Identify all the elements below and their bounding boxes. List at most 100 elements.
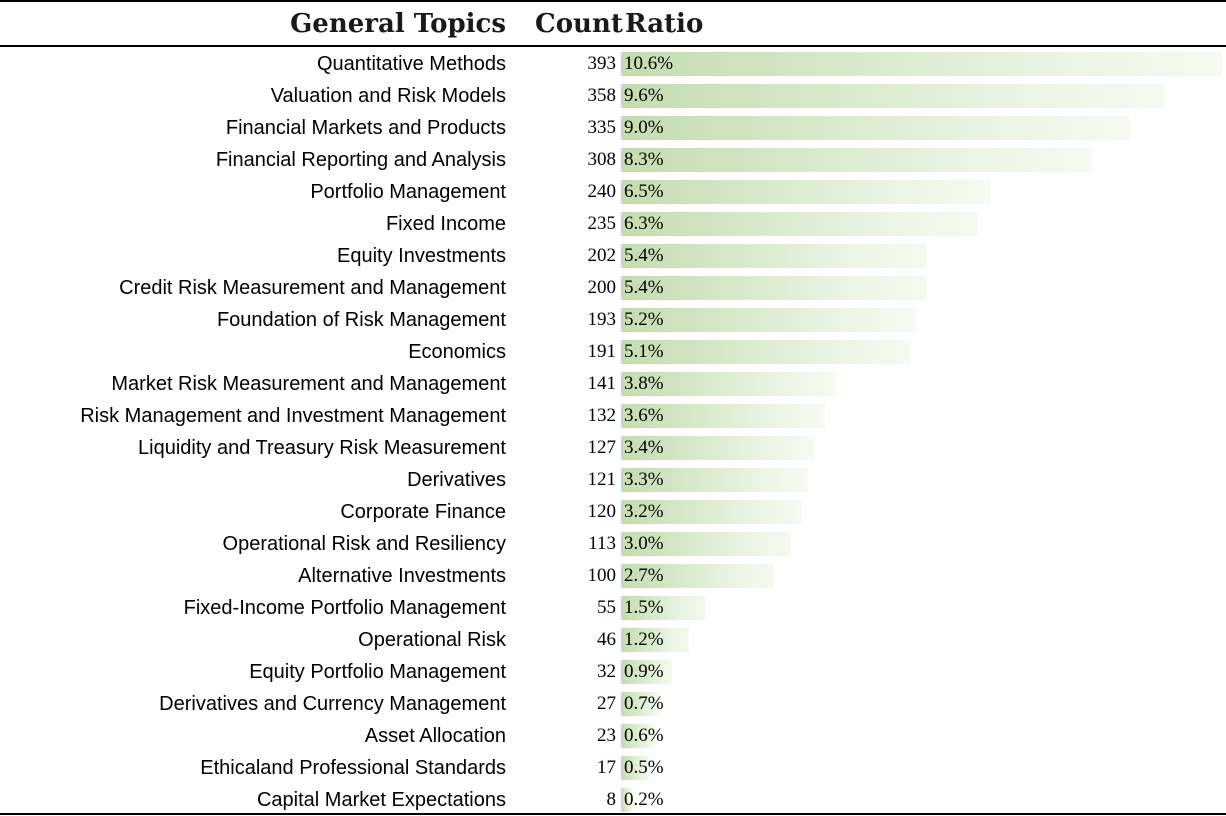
table-row: Market Risk Measurement and Management 14… bbox=[0, 368, 1226, 400]
ratio-value: 3.6% bbox=[624, 405, 664, 426]
count-value: 193 bbox=[587, 309, 617, 330]
ratio-value: 0.5% bbox=[624, 757, 664, 778]
count-value: 100 bbox=[587, 565, 617, 586]
top-rule bbox=[0, 0, 1226, 2]
table-row: Economics 191 5.1% bbox=[0, 336, 1226, 368]
topic-label: Derivatives bbox=[407, 469, 506, 491]
ratio-bar bbox=[621, 212, 978, 236]
ratio-value: 9.0% bbox=[624, 117, 664, 138]
ratio-bar bbox=[621, 180, 990, 204]
topic-label: Financial Markets and Products bbox=[225, 117, 506, 139]
table-row: Equity Portfolio Management 32 0.9% bbox=[0, 656, 1226, 688]
ratio-value: 3.8% bbox=[624, 373, 664, 394]
ratio-value: 8.3% bbox=[624, 149, 664, 170]
topic-label: Financial Reporting and Analysis bbox=[215, 149, 506, 171]
table-row: Ethicaland Professional Standards 17 0.5% bbox=[0, 752, 1226, 784]
ratio-bar bbox=[621, 116, 1131, 140]
table-row: Portfolio Management 240 6.5% bbox=[0, 176, 1226, 208]
ratio-bar bbox=[621, 84, 1165, 108]
ratio-bar bbox=[621, 500, 802, 524]
count-value: 191 bbox=[587, 341, 617, 362]
header-general-topics: General Topics bbox=[290, 9, 506, 39]
count-value: 23 bbox=[597, 725, 616, 746]
table-row: Fixed-Income Portfolio Management 55 1.5% bbox=[0, 592, 1226, 624]
ratio-value: 6.5% bbox=[624, 181, 664, 202]
ratio-bar bbox=[621, 372, 836, 396]
table-row: Asset Allocation 23 0.6% bbox=[0, 720, 1226, 752]
table-row: Credit Risk Measurement and Management 20… bbox=[0, 272, 1226, 304]
topic-label: Ethicaland Professional Standards bbox=[200, 757, 506, 779]
table-row: Financial Reporting and Analysis 308 8.3% bbox=[0, 144, 1226, 176]
topic-label: Operational Risk bbox=[358, 629, 506, 651]
ratio-bar bbox=[621, 436, 814, 460]
ratio-bar bbox=[621, 244, 927, 268]
table-row: Capital Market Expectations 8 0.2% bbox=[0, 784, 1226, 816]
ratio-value: 3.4% bbox=[624, 437, 664, 458]
topic-label: Risk Management and Investment Managemen… bbox=[80, 405, 506, 427]
ratio-value: 0.9% bbox=[624, 661, 664, 682]
count-value: 32 bbox=[597, 661, 616, 682]
ratio-value: 5.2% bbox=[624, 309, 664, 330]
ratio-bar bbox=[621, 532, 791, 556]
ratio-value: 9.6% bbox=[624, 85, 664, 106]
count-value: 240 bbox=[587, 181, 617, 202]
count-value: 127 bbox=[587, 437, 617, 458]
header-rule bbox=[0, 45, 1226, 47]
ratio-bar bbox=[621, 404, 825, 428]
topic-label: Asset Allocation bbox=[364, 725, 506, 747]
table-row: Alternative Investments 100 2.7% bbox=[0, 560, 1226, 592]
ratio-bar bbox=[621, 596, 706, 620]
table-row: Risk Management and Investment Managemen… bbox=[0, 400, 1226, 432]
ratio-bar bbox=[621, 660, 672, 684]
table-row: Operational Risk 46 1.2% bbox=[0, 624, 1226, 656]
topic-label: Derivatives and Currency Management bbox=[159, 693, 506, 715]
table-row: Fixed Income 235 6.3% bbox=[0, 208, 1226, 240]
table-row: Equity Investments 202 5.4% bbox=[0, 240, 1226, 272]
count-value: 8 bbox=[606, 789, 617, 810]
ratio-value: 5.4% bbox=[624, 245, 664, 266]
ratio-value: 6.3% bbox=[624, 213, 664, 234]
topic-label: Corporate Finance bbox=[340, 501, 506, 523]
count-value: 120 bbox=[587, 501, 617, 522]
count-value: 141 bbox=[587, 373, 617, 394]
count-value: 55 bbox=[597, 597, 616, 618]
ratio-value: 2.7% bbox=[624, 565, 664, 586]
ratio-bar bbox=[621, 276, 927, 300]
topic-label: Quantitative Methods bbox=[317, 53, 506, 75]
ratio-value: 0.2% bbox=[624, 789, 664, 810]
ratio-value: 0.6% bbox=[624, 725, 664, 746]
ratio-bar bbox=[621, 692, 661, 716]
ratio-value: 3.3% bbox=[624, 469, 664, 490]
ratio-value: 3.2% bbox=[624, 501, 664, 522]
count-value: 132 bbox=[587, 405, 617, 426]
topic-label: Capital Market Expectations bbox=[256, 789, 506, 811]
topic-label: Operational Risk and Resiliency bbox=[222, 533, 506, 555]
topic-label: Valuation and Risk Models bbox=[270, 85, 506, 107]
ratio-bar bbox=[621, 340, 910, 364]
count-value: 121 bbox=[587, 469, 617, 490]
ratio-value: 1.5% bbox=[624, 597, 664, 618]
count-value: 393 bbox=[587, 53, 617, 74]
table-row: Derivatives 121 3.3% bbox=[0, 464, 1226, 496]
topic-label: Fixed Income bbox=[385, 213, 506, 235]
table-row: Quantitative Methods 393 10.6% bbox=[0, 48, 1226, 80]
header-ratio: Ratio bbox=[625, 9, 704, 39]
topic-label: Foundation of Risk Management bbox=[216, 309, 506, 331]
bottom-rule bbox=[0, 813, 1226, 815]
ratio-bar bbox=[621, 724, 655, 748]
ratio-bar bbox=[621, 628, 689, 652]
ratio-value: 5.1% bbox=[624, 341, 664, 362]
ratio-bar bbox=[621, 148, 1092, 172]
ratio-bar bbox=[621, 564, 774, 588]
ratio-bar bbox=[621, 788, 632, 812]
ratio-bar bbox=[621, 308, 916, 332]
count-value: 200 bbox=[587, 277, 617, 298]
ratio-value: 5.4% bbox=[624, 277, 664, 298]
topic-label: Credit Risk Measurement and Management bbox=[119, 277, 506, 299]
topic-label: Equity Investments bbox=[337, 245, 506, 267]
table-row: Liquidity and Treasury Risk Measurement 1… bbox=[0, 432, 1226, 464]
count-value: 335 bbox=[587, 117, 617, 138]
count-value: 27 bbox=[597, 693, 616, 714]
count-value: 358 bbox=[587, 85, 617, 106]
ratio-bar bbox=[621, 52, 1222, 76]
